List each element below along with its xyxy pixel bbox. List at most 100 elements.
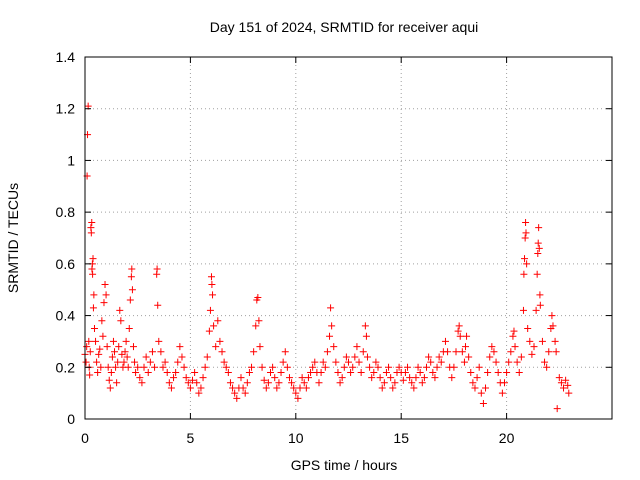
data-point (285, 374, 293, 382)
data-point (376, 374, 384, 382)
data-point (108, 353, 116, 361)
data-point (132, 368, 140, 376)
data-point (363, 353, 371, 361)
data-point (560, 384, 568, 392)
data-point (355, 358, 363, 366)
data-point (155, 337, 163, 345)
data-point (125, 325, 133, 332)
y-tick-label: 0.4 (56, 308, 76, 324)
data-point (298, 374, 306, 382)
data-point (534, 239, 542, 247)
data-point (248, 363, 256, 371)
data-point (528, 350, 536, 358)
data-point (372, 358, 380, 366)
data-point (184, 379, 192, 387)
data-point (207, 273, 215, 281)
data-point (551, 337, 559, 345)
x-tick-label: 5 (187, 430, 195, 446)
data-point (109, 337, 117, 345)
data-point (262, 384, 270, 392)
data-point (90, 291, 98, 299)
data-point (296, 384, 304, 392)
data-point (208, 281, 216, 289)
data-point (482, 384, 490, 392)
data-point (338, 374, 346, 382)
data-point (368, 374, 376, 382)
data-point (87, 229, 95, 237)
data-point (176, 343, 184, 351)
data-point (201, 363, 209, 371)
data-point (121, 348, 129, 356)
data-point (140, 363, 148, 371)
data-point (129, 343, 137, 351)
data-point (83, 343, 91, 351)
data-point (233, 394, 241, 402)
chart-title: Day 151 of 2024, SRMTID for receiver aqu… (210, 19, 478, 35)
data-point (241, 389, 249, 397)
data-point (191, 368, 199, 376)
data-point (104, 363, 112, 371)
data-point (124, 363, 132, 371)
data-point (450, 363, 458, 371)
data-point (562, 376, 570, 384)
data-point (549, 322, 557, 330)
data-point (157, 348, 165, 356)
data-point (418, 379, 426, 387)
data-point (408, 379, 416, 387)
data-point (454, 327, 462, 335)
data-point (435, 353, 443, 361)
data-point (492, 358, 500, 366)
y-axis-label: SRMTID / TECUs (5, 183, 21, 293)
data-point (136, 374, 144, 382)
data-point (178, 353, 186, 361)
data-point (307, 368, 315, 376)
data-point (538, 337, 546, 345)
data-point (410, 384, 418, 392)
data-point (380, 379, 388, 387)
data-point (126, 296, 134, 304)
data-point (212, 343, 220, 351)
data-point (395, 363, 403, 371)
data-point (498, 389, 506, 397)
data-point (90, 325, 98, 332)
data-point (523, 260, 531, 268)
data-point (345, 358, 352, 366)
points-layer (81, 102, 573, 413)
y-tick-label: 0 (67, 411, 75, 427)
data-point (452, 348, 460, 356)
data-point (95, 350, 103, 358)
data-point (86, 371, 94, 379)
data-point (96, 345, 104, 353)
data-point (128, 286, 136, 294)
data-point (427, 358, 435, 366)
data-point (448, 374, 456, 382)
data-point (89, 270, 97, 278)
data-point (535, 224, 543, 232)
data-point (103, 343, 111, 351)
data-point (209, 291, 217, 299)
data-point (86, 348, 94, 356)
x-tick-label: 15 (393, 430, 409, 446)
data-point (273, 384, 281, 392)
data-point (144, 368, 152, 376)
data-point (294, 394, 302, 402)
data-point (526, 337, 534, 345)
data-point (510, 327, 518, 335)
data-point (530, 343, 538, 351)
data-point (522, 218, 530, 226)
data-point (490, 348, 498, 356)
data-point (517, 353, 525, 361)
data-point (146, 358, 154, 366)
data-point (319, 358, 327, 366)
data-point (180, 363, 188, 371)
data-point (437, 358, 445, 366)
data-point (536, 301, 544, 309)
data-point (385, 363, 393, 371)
data-point (111, 348, 119, 356)
data-point (475, 363, 483, 371)
data-point (399, 376, 407, 384)
data-point (323, 348, 331, 356)
data-point (519, 306, 527, 314)
data-point (275, 379, 283, 387)
data-point (311, 358, 319, 366)
